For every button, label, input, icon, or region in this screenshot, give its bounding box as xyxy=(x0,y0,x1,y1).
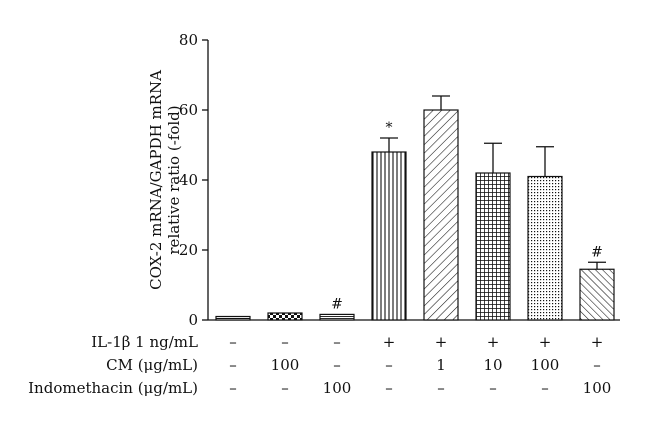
condition-value: 100 xyxy=(323,379,352,397)
condition-label: IL-1β 1 ng/mL xyxy=(91,333,198,351)
bar xyxy=(319,313,355,321)
condition-value: 1 xyxy=(436,356,446,374)
condition-value: 100 xyxy=(531,356,560,374)
y-axis-title-line-2: relative ratio (-fold) xyxy=(165,105,183,254)
condition-value: – xyxy=(229,379,237,397)
condition-value: – xyxy=(385,379,393,397)
condition-value: – xyxy=(489,379,497,397)
condition-label: Indomethacin (μg/mL) xyxy=(28,379,198,397)
bar xyxy=(423,109,459,321)
condition-label: CM (μg/mL) xyxy=(106,356,198,374)
bar xyxy=(579,268,615,321)
significance-mark: # xyxy=(331,296,343,312)
condition-value: + xyxy=(383,333,396,351)
condition-value: + xyxy=(539,333,552,351)
y-tick-label: 20 xyxy=(179,241,198,259)
significance-mark: # xyxy=(591,244,603,260)
condition-value: + xyxy=(487,333,500,351)
condition-value: – xyxy=(281,379,289,397)
condition-value: – xyxy=(385,356,393,374)
condition-value: 100 xyxy=(271,356,300,374)
condition-value: – xyxy=(229,333,237,351)
condition-value: – xyxy=(541,379,549,397)
bar xyxy=(475,172,511,321)
condition-value: 10 xyxy=(483,356,502,374)
y-tick-label: 80 xyxy=(179,31,198,49)
condition-value: 100 xyxy=(583,379,612,397)
condition-value: – xyxy=(281,333,289,351)
significance-mark: * xyxy=(386,120,393,136)
bars: # * # xyxy=(215,95,615,321)
condition-value: + xyxy=(435,333,448,351)
bar xyxy=(215,315,251,321)
condition-value: – xyxy=(333,356,341,374)
y-axis-title-line-1: COX-2 mRNA/GAPDH mRNA xyxy=(147,70,165,290)
y-axis-title: COX-2 mRNA/GAPDH mRNA relative ratio (-f… xyxy=(147,70,183,290)
bar xyxy=(371,151,407,321)
condition-value: – xyxy=(593,356,601,374)
condition-value: – xyxy=(333,333,341,351)
condition-value: – xyxy=(437,379,445,397)
condition-value: – xyxy=(229,356,237,374)
condition-table: IL-1β 1 ng/mL – – – + + + + + CM (μg/mL) – 100 – – 1 10… xyxy=(28,333,611,397)
bar xyxy=(527,175,563,321)
bar xyxy=(267,312,303,321)
y-tick-label: 0 xyxy=(188,311,198,329)
y-tick-label: 40 xyxy=(179,171,198,189)
condition-value: + xyxy=(591,333,604,351)
y-tick-label: 60 xyxy=(179,101,198,119)
